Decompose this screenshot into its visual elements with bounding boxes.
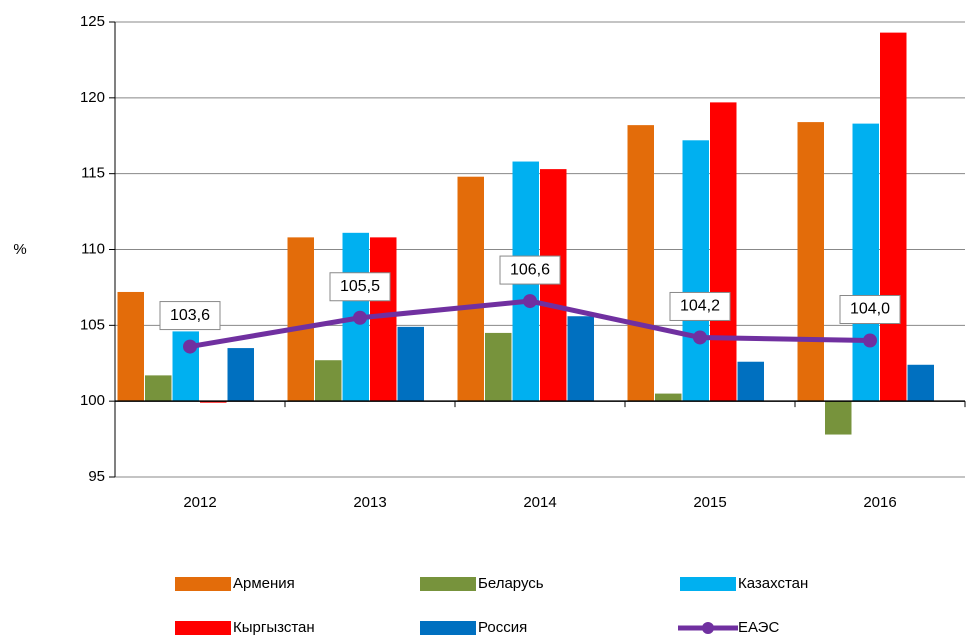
y-tick-label: 125 <box>80 13 105 30</box>
legend-label: ЕАЭС <box>738 619 779 636</box>
y-tick-label: 105 <box>80 316 105 333</box>
y-tick-label: 115 <box>81 165 105 182</box>
label-box <box>499 255 561 285</box>
data-label: 104,2 <box>680 298 720 315</box>
bar <box>315 360 342 402</box>
bar <box>370 237 397 402</box>
x-tick-label: 2014 <box>523 494 556 511</box>
bar <box>540 169 567 402</box>
bar <box>567 316 594 402</box>
x-tick-label: 2012 <box>183 494 216 511</box>
label-box <box>329 272 391 302</box>
y-axis-label: % <box>13 241 26 258</box>
y-tick-label: 110 <box>81 240 105 257</box>
bar <box>627 125 654 402</box>
y-tick-label: 95 <box>88 468 105 485</box>
bar <box>655 393 682 402</box>
bar <box>227 348 254 402</box>
data-label: 106,6 <box>510 261 550 278</box>
label-box <box>839 295 901 324</box>
bar <box>880 32 907 402</box>
x-tick-label: 2013 <box>353 494 386 511</box>
y-tick-label: 120 <box>80 89 105 106</box>
legend-swatch <box>702 622 714 634</box>
point <box>523 294 537 309</box>
bar <box>200 401 227 403</box>
bar <box>710 102 737 402</box>
point <box>693 330 707 345</box>
y-tick-label: 100 <box>80 392 105 409</box>
legend-swatch <box>175 621 231 635</box>
point <box>353 310 367 325</box>
legend-label: Армения <box>233 575 295 592</box>
bar <box>145 375 172 402</box>
point <box>183 339 197 354</box>
bar <box>852 123 879 402</box>
bar <box>682 140 709 402</box>
bar <box>485 332 512 402</box>
legend-swatch <box>680 577 736 591</box>
bar <box>907 364 934 402</box>
bar <box>797 122 824 402</box>
legend-label: Кыргызстан <box>233 619 315 636</box>
data-label: 103,6 <box>170 307 210 324</box>
legend-label: Россия <box>478 619 527 636</box>
point <box>863 333 877 348</box>
x-tick-label: 2016 <box>863 494 896 511</box>
bar <box>457 176 484 402</box>
bar <box>117 291 144 402</box>
legend-swatch <box>420 621 476 635</box>
legend-label: Казахстан <box>738 575 808 592</box>
legend-swatch <box>175 577 231 591</box>
legend-swatch <box>420 577 476 591</box>
label-box <box>159 301 221 331</box>
bar <box>825 401 852 435</box>
x-tick-label: 2015 <box>693 494 726 511</box>
bar <box>737 361 764 402</box>
data-label: 105,5 <box>340 278 380 295</box>
label-box <box>669 291 731 321</box>
data-label: 104,0 <box>850 301 890 318</box>
legend-label: Беларусь <box>478 575 544 592</box>
bar <box>397 326 424 402</box>
bar <box>287 237 314 402</box>
